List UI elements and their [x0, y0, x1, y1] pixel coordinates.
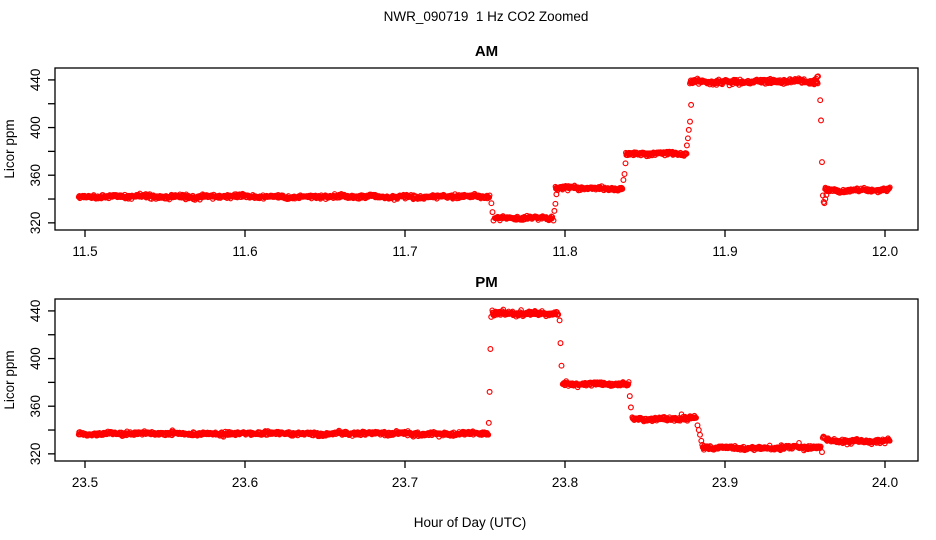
transition-point — [694, 422, 701, 429]
transition-point — [687, 118, 693, 125]
x-tick-label: 11.7 — [392, 244, 417, 259]
transition-point — [488, 313, 495, 320]
x-axis-label: Hour of Day (UTC) — [414, 515, 527, 530]
panel-am: AM Licor ppm 11.5 11.6 11.7 11.8 11.9 12.0 320 36… — [2, 43, 919, 259]
panel-title-am: AM — [475, 43, 498, 60]
transition-point — [621, 171, 628, 177]
data-points-am — [75, 73, 893, 224]
transition-point — [552, 200, 559, 207]
transition-point — [819, 159, 825, 166]
y-tick-label: 440 — [28, 300, 43, 323]
panels-group: AM Licor ppm 11.5 11.6 11.7 11.8 11.9 12.0 320 36… — [2, 43, 919, 490]
y-axis-label-am: Licor ppm — [2, 119, 17, 178]
panel-title-pm: PM — [475, 274, 498, 291]
data-point — [626, 379, 632, 385]
y-axis-ticks-pm: 320 360 400 440 — [28, 300, 55, 465]
transition-point — [626, 393, 633, 400]
transition-point — [815, 73, 821, 80]
transition-point — [553, 191, 560, 198]
y-tick-label: 320 — [28, 212, 43, 235]
transition-point — [818, 117, 824, 124]
transition-point — [819, 449, 825, 456]
x-tick-label: 11.8 — [552, 244, 577, 259]
transition-point — [485, 419, 492, 426]
transition-point — [551, 207, 558, 214]
transition-point — [490, 217, 497, 224]
data-point — [693, 415, 699, 421]
y-tick-label: 400 — [28, 116, 43, 139]
y-tick-label: 360 — [28, 164, 43, 187]
data-point — [486, 192, 493, 199]
x-tick-label: 24.0 — [872, 475, 898, 490]
transition-point — [620, 177, 627, 183]
transition-point — [683, 142, 690, 149]
y-axis-ticks-am: 320 360 400 440 — [28, 69, 55, 234]
transition-point — [697, 431, 703, 438]
data-point — [887, 184, 893, 191]
transition-point — [685, 126, 692, 133]
transition-point — [817, 97, 824, 104]
x-tick-label: 11.9 — [712, 244, 737, 259]
y-tick-label: 440 — [28, 69, 43, 92]
data-point — [619, 186, 626, 192]
transition-point — [688, 101, 695, 108]
transition-point — [823, 191, 830, 198]
panel-pm: PM Licor ppm 23.5 23.6 23.7 23.8 23.9 24.0 320 36… — [2, 274, 919, 490]
transition-point — [822, 435, 828, 442]
x-tick-label: 12.0 — [872, 244, 898, 259]
transition-point — [550, 217, 557, 224]
transition-point — [487, 346, 494, 352]
y-axis-label-pm: Licor ppm — [2, 350, 17, 409]
y-tick-label: 320 — [28, 443, 43, 466]
transition-point — [558, 362, 565, 369]
x-tick-label: 23.5 — [72, 475, 98, 490]
transition-point — [627, 404, 634, 411]
plot-box-am — [54, 67, 919, 231]
data-point — [485, 432, 492, 438]
data-point — [555, 311, 562, 318]
data-point — [625, 381, 632, 387]
data-point — [683, 150, 690, 157]
transition-point — [488, 200, 495, 207]
x-tick-label: 11.6 — [232, 244, 257, 259]
x-tick-label: 23.6 — [232, 475, 258, 490]
data-point — [818, 443, 824, 450]
transition-point — [557, 340, 564, 347]
transition-point — [622, 160, 629, 167]
y-tick-label: 400 — [28, 347, 43, 370]
plot-box-pm — [54, 298, 919, 462]
x-tick-label: 23.8 — [552, 475, 578, 490]
x-tick-label: 23.9 — [712, 475, 738, 490]
figure-title: NWR_090719 1 Hz CO2 Zoomed — [384, 9, 589, 24]
transition-point — [684, 135, 691, 142]
data-point — [549, 214, 556, 220]
y-tick-label: 360 — [28, 395, 43, 418]
data-point — [887, 438, 893, 444]
x-axis-ticks-am: 11.5 11.6 11.7 11.8 11.9 12.0 — [72, 230, 898, 259]
transition-point — [489, 209, 496, 216]
transition-point — [700, 446, 707, 453]
transition-point — [695, 427, 702, 433]
x-axis-ticks-pm: 23.5 23.6 23.7 23.8 23.9 24.0 — [72, 461, 898, 490]
data-point — [815, 80, 821, 87]
transition-point — [556, 317, 563, 324]
x-tick-label: 11.5 — [72, 244, 97, 259]
x-tick-label: 23.7 — [392, 475, 418, 490]
data-points-pm — [75, 306, 893, 456]
transition-point — [486, 388, 493, 395]
